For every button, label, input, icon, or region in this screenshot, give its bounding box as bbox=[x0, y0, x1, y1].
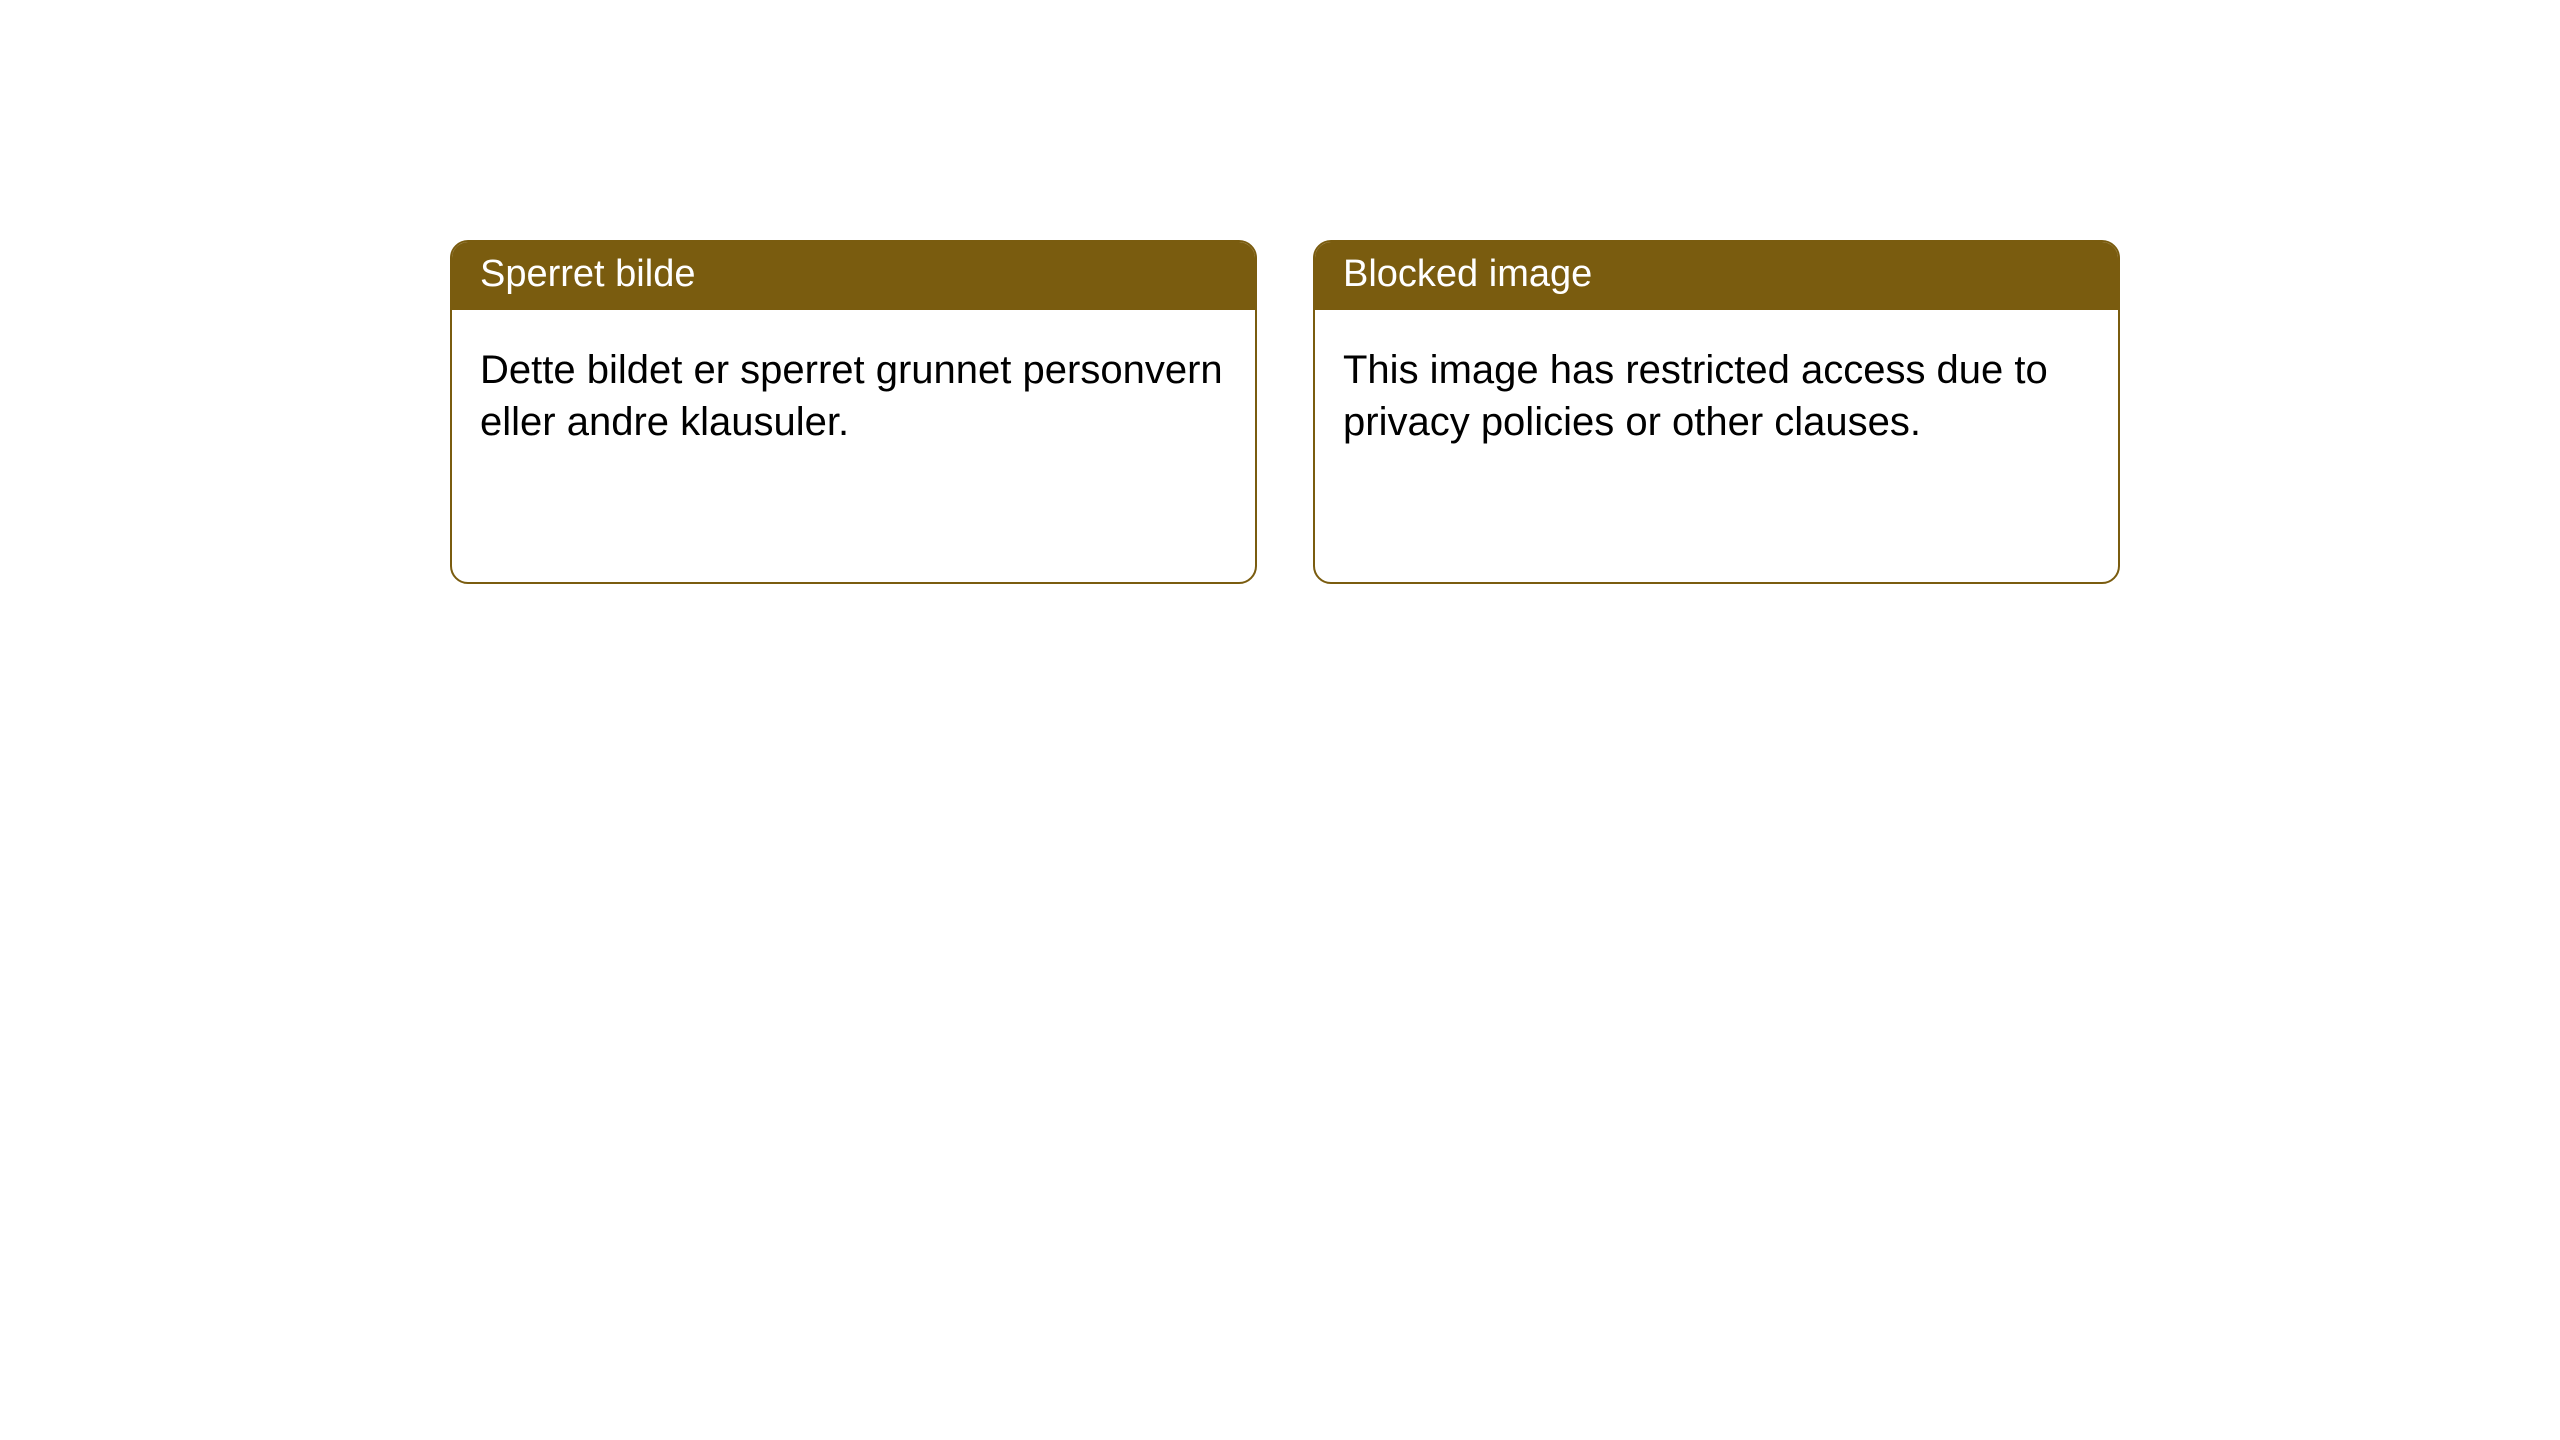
notice-body: This image has restricted access due to … bbox=[1315, 310, 2118, 582]
notice-card-english: Blocked image This image has restricted … bbox=[1313, 240, 2120, 584]
notice-card-norwegian: Sperret bilde Dette bildet er sperret gr… bbox=[450, 240, 1257, 584]
notice-container: Sperret bilde Dette bildet er sperret gr… bbox=[450, 240, 2120, 584]
notice-title: Blocked image bbox=[1315, 242, 2118, 310]
notice-body: Dette bildet er sperret grunnet personve… bbox=[452, 310, 1255, 582]
notice-title: Sperret bilde bbox=[452, 242, 1255, 310]
